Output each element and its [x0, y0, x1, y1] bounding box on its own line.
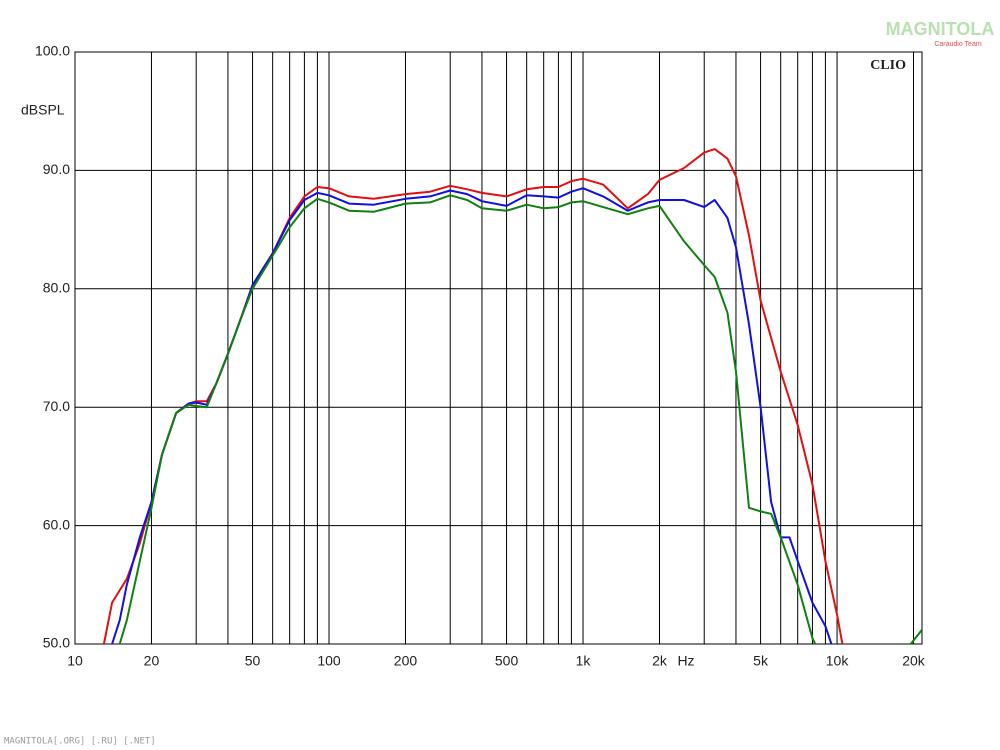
x-tick-label: 500 — [495, 653, 519, 669]
series-line — [102, 148, 844, 645]
x-tick-label: 20 — [144, 653, 160, 669]
x-tick-label: 10 — [67, 653, 83, 669]
series-line — [111, 187, 833, 645]
x-tick-label: 200 — [394, 653, 418, 669]
watermark-sub: Caraudio Team — [934, 41, 982, 48]
y-tick-label: 90.0 — [43, 161, 70, 177]
annotation: CLIO — [870, 58, 906, 73]
x-tick-label: 5k — [753, 653, 769, 669]
y-tick-label: 60.0 — [43, 516, 70, 532]
x-tick-label: 10k — [826, 653, 850, 669]
x-tick-label: 20k — [902, 653, 926, 669]
series-line — [118, 194, 922, 645]
x-tick-label: 2k — [652, 653, 668, 669]
y-tick-label: 50.0 — [43, 635, 70, 651]
watermark: MAGNITOLA — [886, 19, 995, 39]
y-tick-label: 70.0 — [43, 398, 70, 414]
y-axis-label: dBSPL — [21, 102, 65, 118]
x-tick-label: 1k — [576, 653, 592, 669]
y-tick-label: 80.0 — [43, 280, 70, 296]
x-axis-label: Hz — [677, 653, 694, 669]
x-tick-label: 50 — [245, 653, 261, 669]
footer: MAGNITOLA[.ORG] [.RU] [.NET] — [4, 737, 156, 747]
x-tick-label: 100 — [317, 653, 341, 669]
plot-frame — [74, 51, 923, 645]
y-tick-label: 100.0 — [35, 43, 70, 59]
